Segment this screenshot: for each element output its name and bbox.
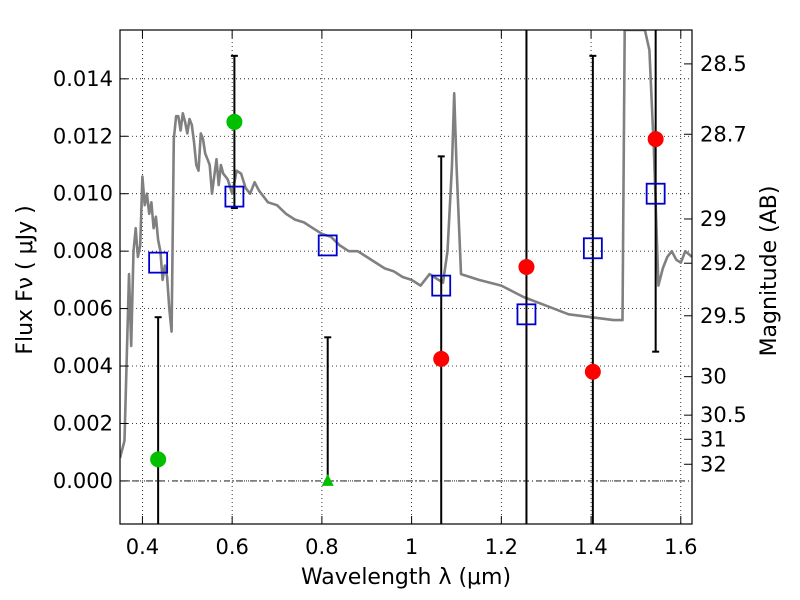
y2-tick-label: 28.7 — [700, 122, 747, 146]
x-axis-title: Wavelength λ (μm) — [301, 565, 511, 590]
model-flux-box — [224, 185, 245, 208]
x-tick-label: 0.4 — [126, 535, 159, 559]
y-tick-label: 0.008 — [53, 239, 113, 263]
y2-tick-label: 32 — [700, 452, 727, 476]
y2-tick-label: 31 — [700, 427, 727, 451]
x-tick-label: 1 — [405, 535, 418, 559]
x-tick-label: 1.6 — [664, 535, 697, 559]
observed-upper-limit-point — [226, 113, 243, 130]
model-spectrum-line — [120, 30, 692, 459]
y-tick-label: 0.006 — [53, 297, 113, 321]
model-flux-box — [582, 237, 603, 260]
model-flux-box — [516, 303, 537, 326]
tick-layer: 0.4 0.6 0.8 1 1.2 1.4 1.6 0.000 0.002 0.004 0.006 0… — [53, 30, 747, 559]
y-tick-label: 0.014 — [53, 67, 113, 91]
observed-point-layer — [150, 113, 664, 486]
model-flux-box — [431, 274, 452, 297]
model-flux-box — [317, 234, 338, 257]
y2-tick-label: 30 — [700, 365, 727, 389]
y-tick-label: 0.004 — [53, 354, 113, 378]
y2-tick-label: 29.5 — [700, 304, 747, 328]
y-axis-title: Flux Fν ( μJy ) — [13, 205, 38, 354]
model-box-layer — [148, 182, 666, 326]
plot-frame — [119, 29, 693, 525]
errorbar-layer — [154, 30, 660, 524]
model-flux-box — [645, 182, 666, 205]
observed-upper-limit-point — [150, 451, 167, 468]
x-tick-label: 1.4 — [574, 535, 607, 559]
y2-axis-title: Magnitude (AB) — [757, 186, 782, 357]
observed-detection-point — [584, 363, 601, 380]
y2-tick-label: 28.5 — [700, 52, 747, 76]
observed-detection-point — [647, 131, 664, 148]
x-tick-label: 1.2 — [485, 535, 518, 559]
y-tick-label: 0.000 — [53, 469, 113, 493]
observed-detection-point — [433, 350, 450, 367]
x-tick-label: 0.6 — [215, 535, 248, 559]
x-tick-label: 0.8 — [305, 535, 338, 559]
y2-tick-label: 29.2 — [700, 251, 747, 275]
observed-triangle — [321, 473, 334, 486]
model-flux-box — [148, 251, 169, 274]
model-layer — [120, 30, 692, 459]
y-tick-label: 0.002 — [53, 411, 113, 435]
y-tick-label: 0.010 — [53, 182, 113, 206]
y2-tick-label: 29 — [700, 207, 727, 231]
y2-tick-label: 30.5 — [700, 403, 747, 427]
observed-detection-point — [518, 258, 535, 275]
y-tick-label: 0.012 — [53, 124, 113, 148]
